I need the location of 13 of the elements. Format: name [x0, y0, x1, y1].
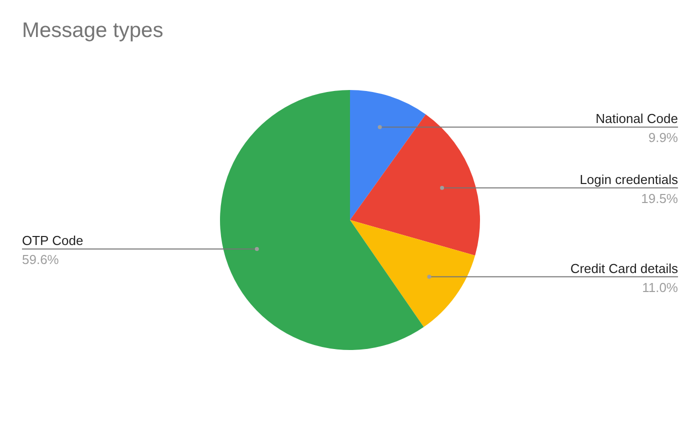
chart-title: Message types — [22, 19, 164, 42]
data-label: 11.0% — [642, 280, 678, 295]
slice-label: OTP Code — [22, 232, 84, 248]
pie-slice — [220, 90, 424, 350]
data-label: 9.9% — [648, 130, 678, 146]
slice-label: National Code — [596, 111, 678, 126]
slice-label: Credit Card details — [570, 260, 678, 276]
slice-label: Login credentials — [580, 172, 678, 187]
pie-slice — [350, 220, 476, 328]
data-label: 59.6% — [22, 252, 60, 267]
pie-slice — [350, 114, 480, 256]
pie-slice — [350, 90, 426, 220]
data-label: 19.5% — [641, 190, 678, 206]
